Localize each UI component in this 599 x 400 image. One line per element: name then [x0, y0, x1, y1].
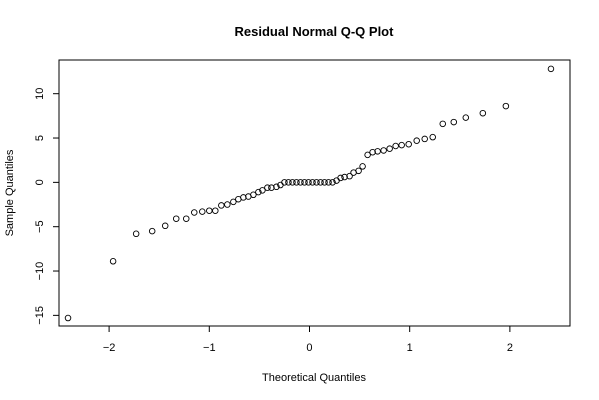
data-point [172, 215, 180, 222]
data-point [462, 114, 470, 121]
data-point [325, 179, 332, 186]
data-point [148, 227, 156, 235]
data-point [374, 148, 381, 155]
data-point [224, 201, 231, 208]
data-point [329, 179, 336, 186]
x-tick-label: 1 [407, 342, 413, 354]
x-tick-label: 2 [507, 342, 513, 354]
data-point [429, 133, 436, 141]
data-point [212, 207, 219, 214]
data-point [273, 183, 280, 191]
data-point [413, 137, 420, 144]
data-point [398, 141, 405, 149]
x-axis: −2 −1 0 1 2 [103, 326, 513, 354]
chart-title: Residual Normal Q-Q Plot [235, 24, 395, 39]
data-point [250, 191, 257, 199]
data-point [268, 184, 275, 191]
x-tick-label: −1 [203, 342, 216, 354]
data-point [386, 145, 393, 152]
data-point [64, 314, 72, 322]
data-points [64, 65, 555, 322]
x-tick-label: −2 [103, 342, 116, 354]
data-point [355, 167, 362, 175]
data-point [309, 179, 316, 186]
data-point [255, 188, 262, 196]
data-point [289, 179, 296, 186]
plot-frame [58, 59, 571, 327]
data-point [264, 184, 271, 191]
data-point [281, 179, 288, 186]
data-point [380, 147, 387, 154]
data-point [305, 179, 312, 186]
x-axis-title: Theoretical Quantiles [262, 372, 366, 384]
y-tick-label: −5 [34, 220, 46, 233]
y-axis-title: Sample Quantiles [4, 149, 16, 236]
data-point [405, 140, 412, 148]
data-point [199, 208, 206, 215]
y-axis: −15 −10 −5 0 5 10 [34, 88, 59, 325]
data-point [161, 222, 169, 230]
data-point [502, 102, 510, 110]
y-tick-label: −15 [34, 306, 46, 325]
data-point [392, 142, 399, 150]
data-point [132, 230, 140, 238]
data-point [230, 198, 237, 206]
data-point [313, 179, 320, 186]
data-point [479, 109, 487, 117]
data-point [297, 179, 304, 186]
data-point [293, 179, 300, 186]
data-point [450, 118, 458, 126]
data-point [359, 163, 366, 170]
data-point [218, 202, 225, 209]
data-point [547, 65, 555, 73]
data-point [109, 258, 117, 265]
data-point [240, 194, 247, 201]
data-point [421, 135, 428, 143]
data-point [301, 179, 308, 186]
data-point [259, 187, 266, 194]
data-point [341, 173, 348, 181]
data-point [206, 207, 213, 214]
data-point [182, 215, 190, 222]
data-point [321, 179, 328, 186]
data-point [369, 148, 376, 156]
x-tick-label: 0 [306, 342, 312, 354]
data-point [337, 174, 344, 182]
data-point [346, 172, 353, 180]
y-tick-label: 10 [34, 88, 46, 100]
data-point [285, 179, 292, 186]
y-tick-label: 5 [34, 135, 46, 141]
data-point [364, 151, 371, 159]
data-point [191, 209, 198, 216]
data-point [317, 179, 324, 186]
y-tick-label: 0 [34, 179, 46, 185]
y-tick-label: −10 [34, 262, 46, 281]
data-point [439, 120, 447, 128]
